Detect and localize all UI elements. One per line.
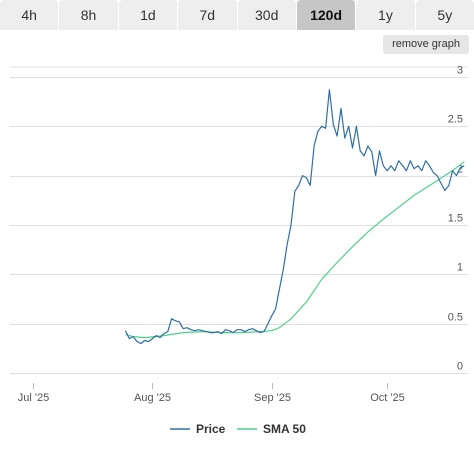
sma-50-series-line xyxy=(125,161,465,339)
y-axis-ticks: 00.511.522.53 xyxy=(448,65,463,373)
timeframe-tabs: 4h 8h 1d 7d 30d 120d 1y 5y xyxy=(0,0,474,30)
y-tick-label: 2.5 xyxy=(448,114,463,126)
legend-price-label: Price xyxy=(196,422,226,436)
y-tick-label: 0.5 xyxy=(448,312,463,324)
price-series-line xyxy=(124,89,465,345)
tab-7d[interactable]: 7d xyxy=(178,0,238,30)
tab-1d[interactable]: 1d xyxy=(118,0,179,30)
y-tick-label: 1.5 xyxy=(448,213,463,225)
y-tick-label: 0 xyxy=(457,361,463,373)
tab-5y[interactable]: 5y xyxy=(415,0,474,30)
tab-8h[interactable]: 8h xyxy=(59,0,119,30)
tab-4h[interactable]: 4h xyxy=(0,0,60,30)
legend-sma-50-label: SMA 50 xyxy=(263,422,306,436)
tab-1y[interactable]: 1y xyxy=(356,0,416,30)
legend[interactable]: Price SMA 50 xyxy=(170,422,306,436)
series-lines xyxy=(124,89,465,345)
tab-30d[interactable]: 30d xyxy=(237,0,297,30)
remove-graph-button[interactable]: remove graph xyxy=(383,35,469,54)
y-tick-label: 1 xyxy=(457,262,463,274)
x-tick-label: Sep '25 xyxy=(254,392,291,404)
x-tick-label: Oct '25 xyxy=(370,392,405,404)
x-tick-label: Jul '25 xyxy=(18,392,49,404)
legend-price[interactable]: Price xyxy=(170,422,226,436)
legend-sma-50[interactable]: SMA 50 xyxy=(237,422,306,436)
tab-120d[interactable]: 120d xyxy=(296,0,357,30)
x-tick-label: Aug '25 xyxy=(134,392,171,404)
y-tick-label: 3 xyxy=(457,65,463,77)
x-axis-ticks: Jul '25 Aug '25 Sep '25 Oct '25 xyxy=(18,383,405,404)
grid-lines xyxy=(10,66,468,374)
